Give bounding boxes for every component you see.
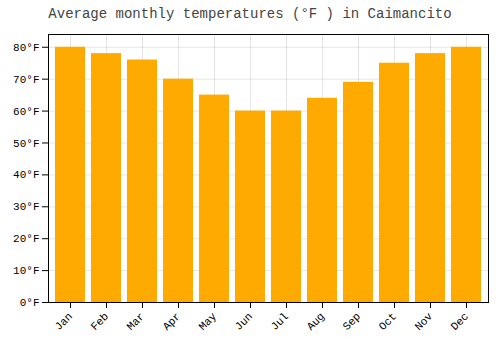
svg-text:30°F: 30°F — [13, 201, 39, 213]
svg-text:Feb: Feb — [89, 310, 111, 332]
html-text:Average monthly temperatures (: Average monthly temperatures (°F ) in Ca… — [48, 6, 452, 22]
svg-text:20°F: 20°F — [13, 233, 39, 245]
svg-text:Nov: Nov — [413, 310, 436, 333]
svg-text:Jan: Jan — [53, 310, 75, 332]
svg-text:50°F: 50°F — [13, 137, 39, 149]
svg-text:Apr: Apr — [161, 310, 183, 332]
svg-text:10°F: 10°F — [13, 265, 39, 277]
svg-text:Jun: Jun — [233, 310, 255, 332]
svg-text:60°F: 60°F — [13, 106, 39, 118]
svg-text:Oct: Oct — [377, 310, 399, 332]
svg-text:Sep: Sep — [341, 310, 363, 332]
svg-text:Dec: Dec — [449, 310, 471, 332]
svg-text:40°F: 40°F — [13, 169, 39, 181]
svg-text:May: May — [197, 310, 220, 333]
svg-text:0°F: 0°F — [20, 297, 40, 309]
svg-text:Jul: Jul — [269, 310, 291, 332]
svg-text:Mar: Mar — [125, 310, 147, 332]
svg-text:70°F: 70°F — [13, 74, 39, 86]
svg-text:Aug: Aug — [305, 310, 327, 332]
svg-text:80°F: 80°F — [13, 42, 39, 54]
